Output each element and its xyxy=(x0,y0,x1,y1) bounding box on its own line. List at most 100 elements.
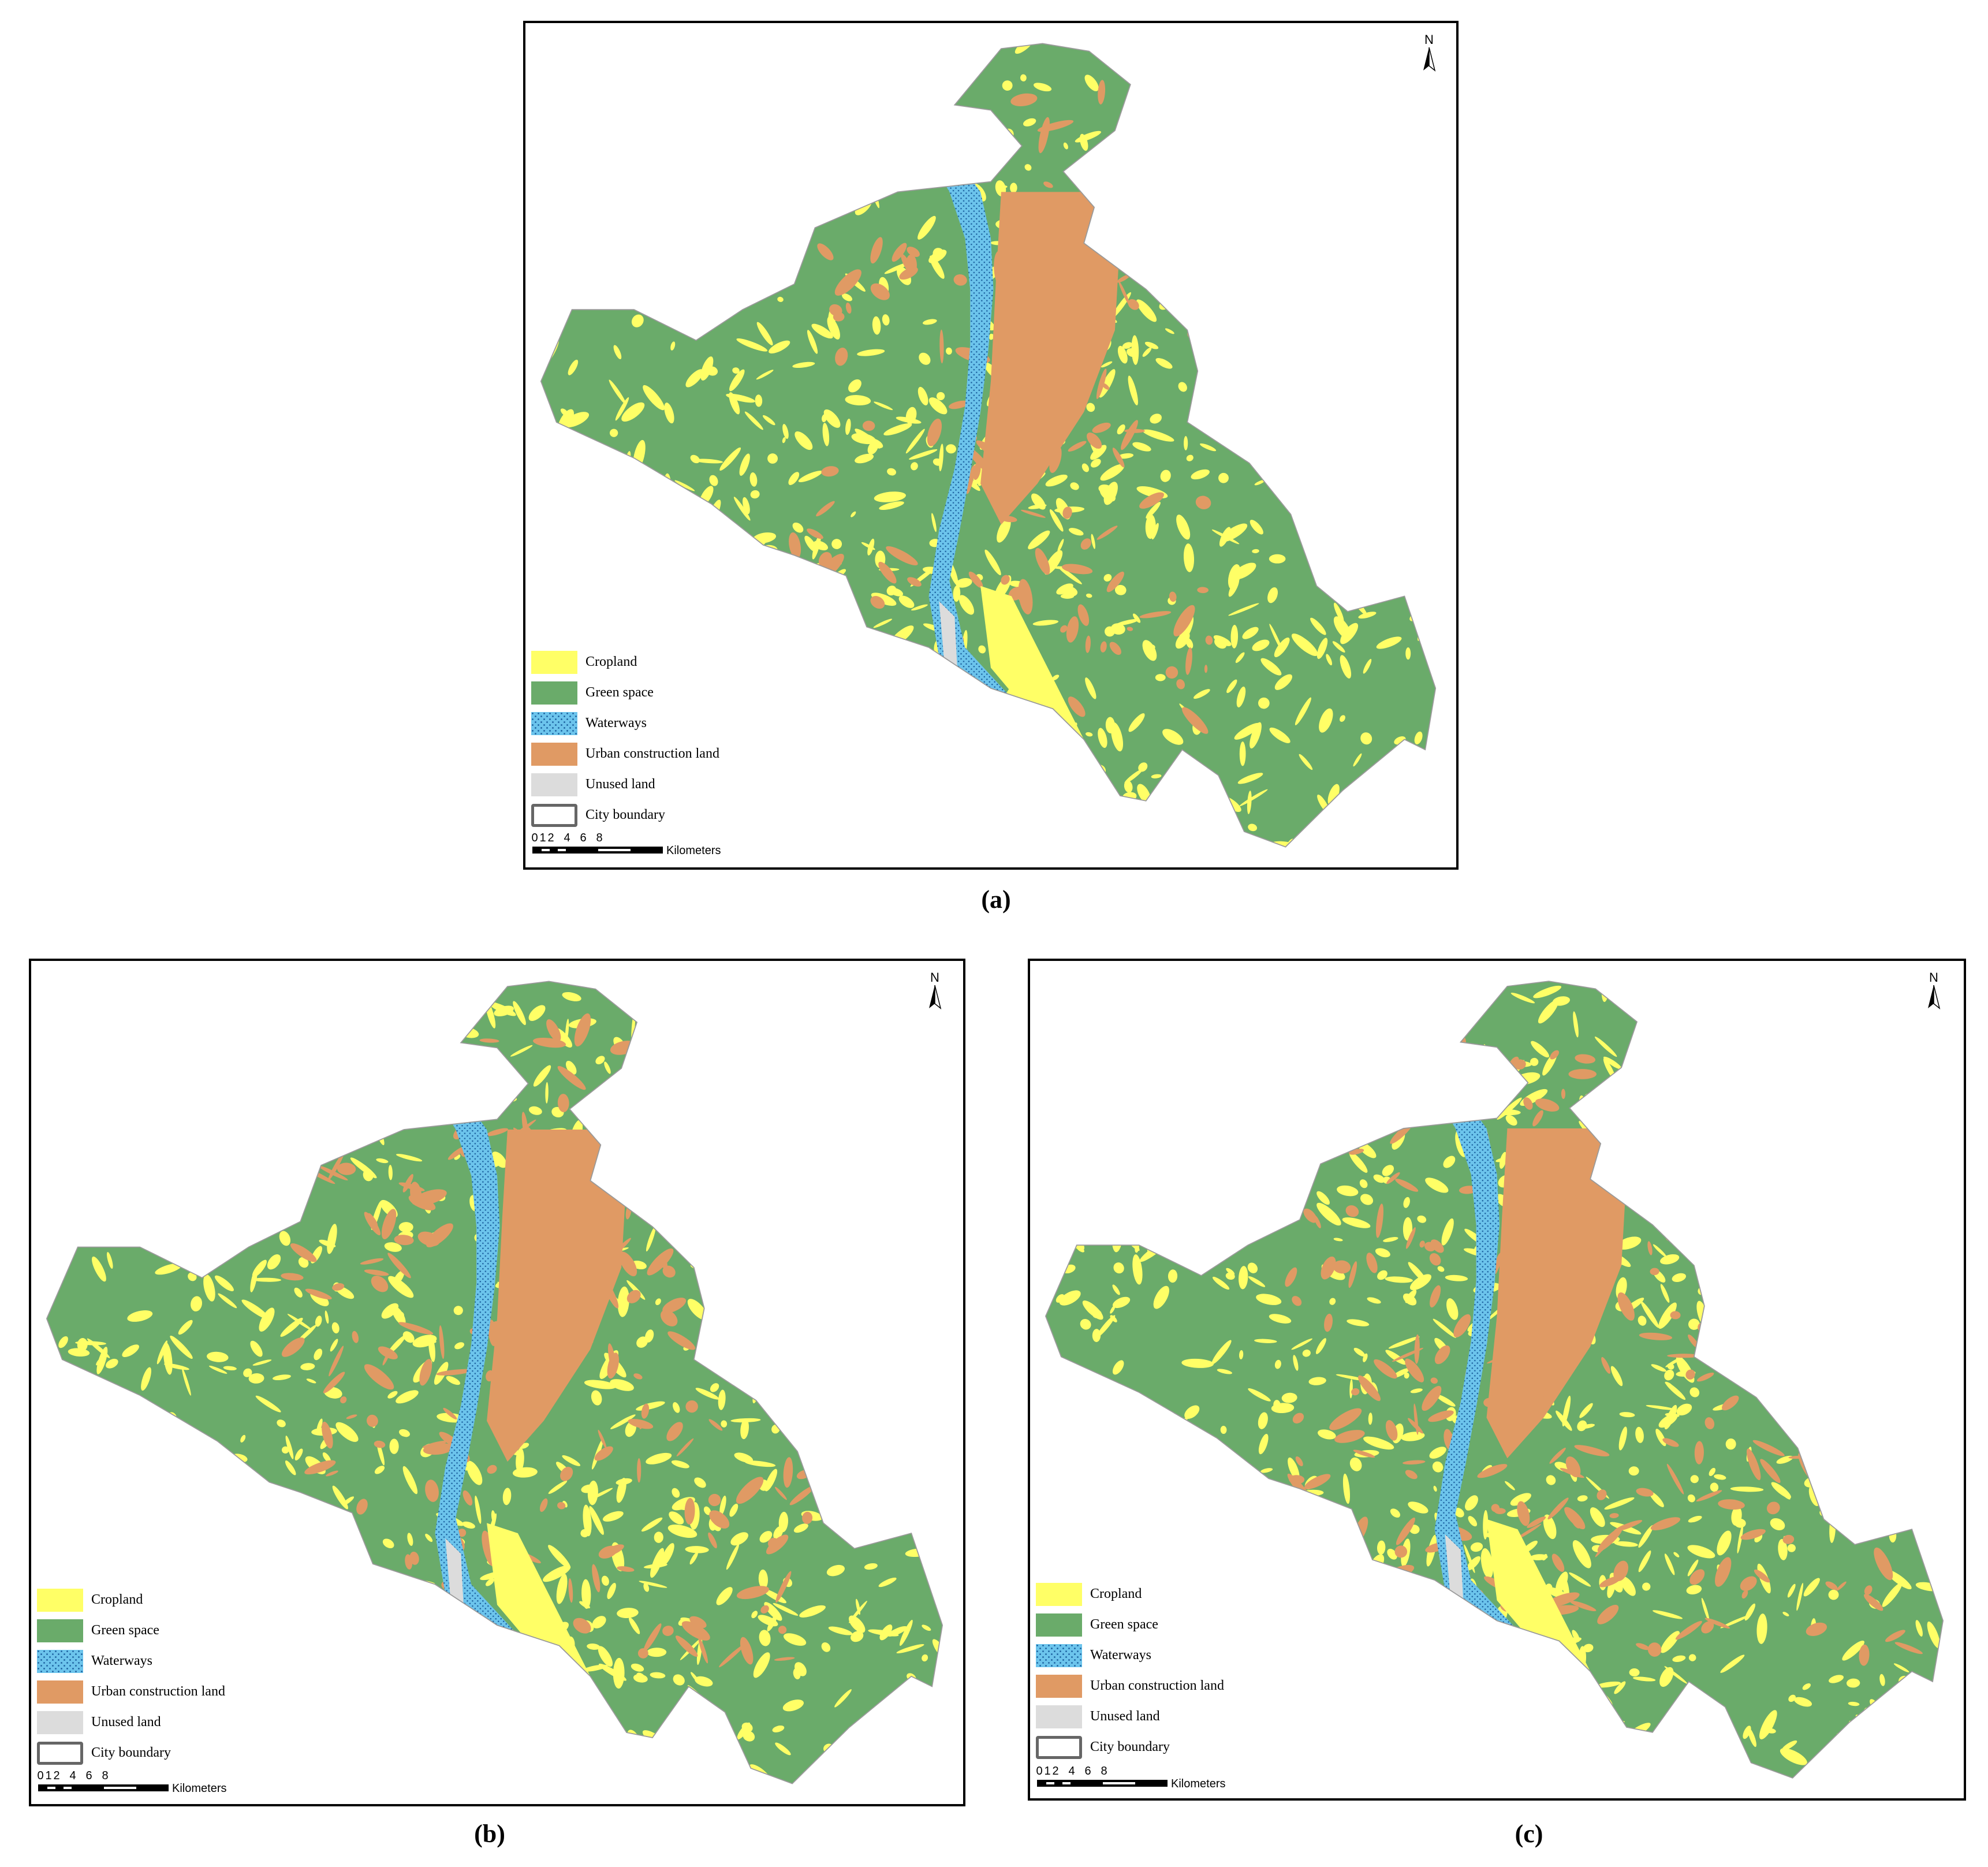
legend-label: Unused land xyxy=(585,777,655,792)
legend-item-unused: Unused land xyxy=(37,1707,225,1738)
legend-item-boundary: City boundary xyxy=(531,800,719,830)
unused-swatch xyxy=(1036,1705,1082,1728)
legend-item-waterways: Waterways xyxy=(1036,1640,1224,1671)
urban-swatch xyxy=(37,1680,83,1704)
legend-item-green-space: Green space xyxy=(37,1615,225,1646)
legend: Cropland Green space Waterways Urban con… xyxy=(531,647,719,830)
legend-item-waterways: Waterways xyxy=(531,708,719,739)
scale-tick: 2 xyxy=(1052,1765,1059,1777)
scale-tick: 1 xyxy=(539,832,546,844)
north-arrow-icon xyxy=(1928,985,1941,1009)
scale-tick: 4 xyxy=(1068,1765,1075,1777)
scale-tick: 2 xyxy=(547,832,554,844)
legend-item-cropland: Cropland xyxy=(531,647,719,677)
scale-tick: 6 xyxy=(85,1769,92,1782)
boundary-swatch xyxy=(1036,1735,1082,1759)
caption-a: (a) xyxy=(981,885,1011,914)
waterways-swatch xyxy=(531,711,577,735)
legend-label: Green space xyxy=(91,1623,159,1638)
scale-tick: 6 xyxy=(580,832,587,844)
legend-item-unused: Unused land xyxy=(1036,1701,1224,1732)
green-space-swatch xyxy=(37,1619,83,1642)
legend-label: Unused land xyxy=(1090,1709,1160,1724)
legend-item-boundary: City boundary xyxy=(1036,1732,1224,1762)
legend-item-green-space: Green space xyxy=(531,677,719,708)
legend-label: Green space xyxy=(1090,1617,1158,1632)
scale-unit: Kilometers xyxy=(172,1782,227,1795)
north-arrow-icon xyxy=(929,985,942,1009)
legend-label: Green space xyxy=(585,685,654,700)
scale-tick: 1 xyxy=(1044,1765,1051,1777)
legend-label: Urban construction land xyxy=(1090,1678,1224,1693)
caption-c: (c) xyxy=(1515,1820,1543,1848)
legend-item-cropland: Cropland xyxy=(1036,1579,1224,1609)
legend-label: Urban construction land xyxy=(91,1684,225,1699)
north-arrow: N xyxy=(1418,32,1441,75)
scale-tick: 1 xyxy=(45,1769,52,1782)
green-space-swatch xyxy=(1036,1613,1082,1637)
scale-track xyxy=(1037,1780,1168,1787)
river xyxy=(424,1063,611,1738)
scale-tick: 4 xyxy=(69,1769,76,1782)
waterways-swatch xyxy=(1036,1644,1082,1667)
north-arrow-icon xyxy=(1423,47,1436,72)
boundary-swatch xyxy=(37,1741,83,1765)
scale-tick: 8 xyxy=(102,1769,109,1782)
scale-unit: Kilometers xyxy=(1171,1777,1226,1790)
legend-item-green-space: Green space xyxy=(1036,1609,1224,1640)
scale-tick: 2 xyxy=(53,1769,60,1782)
legend: Cropland Green space Waterways Urban con… xyxy=(37,1585,225,1768)
legend-label: Waterways xyxy=(1090,1648,1152,1663)
scale-tick: 4 xyxy=(564,832,570,844)
cropland-swatch xyxy=(531,650,577,674)
waterways-swatch xyxy=(37,1649,83,1673)
legend-label: Waterways xyxy=(585,716,647,731)
land-use-map xyxy=(540,43,1437,848)
scale-tick: 0 xyxy=(1036,1765,1043,1777)
legend: Cropland Green space Waterways Urban con… xyxy=(1036,1579,1224,1762)
legend-label: Cropland xyxy=(1090,1586,1142,1601)
river xyxy=(1424,1062,1612,1732)
legend-item-cropland: Cropland xyxy=(37,1585,225,1615)
scale-tick: 0 xyxy=(531,832,538,844)
urban-swatch xyxy=(1036,1674,1082,1698)
cropland-swatch xyxy=(37,1588,83,1612)
north-label: N xyxy=(930,970,939,985)
legend-label: Cropland xyxy=(91,1592,143,1607)
legend-label: City boundary xyxy=(91,1745,171,1760)
scale-track xyxy=(532,847,663,854)
north-label: N xyxy=(1929,970,1938,985)
unused-swatch xyxy=(531,773,577,796)
map-panel-b: N Cropland Green space Waterways Urban c… xyxy=(29,959,965,1806)
cropland-swatch xyxy=(1036,1582,1082,1606)
scale-tick: 0 xyxy=(37,1769,44,1782)
unused-swatch xyxy=(37,1711,83,1734)
legend-item-waterways: Waterways xyxy=(37,1646,225,1676)
legend-item-urban: Urban construction land xyxy=(37,1676,225,1707)
north-arrow: N xyxy=(923,970,946,1013)
map-panel-c: N Cropland Green space Waterways Urban c… xyxy=(1028,959,1966,1801)
land-use-map xyxy=(1045,981,1944,1779)
scale-tick: 6 xyxy=(1084,1765,1091,1777)
legend-label: City boundary xyxy=(1090,1739,1170,1754)
legend-item-unused: Unused land xyxy=(531,769,719,800)
legend-label: Waterways xyxy=(91,1653,153,1668)
scale-tick: 8 xyxy=(1101,1765,1107,1777)
legend-label: Urban construction land xyxy=(585,746,719,761)
legend-item-boundary: City boundary xyxy=(37,1738,225,1768)
north-arrow: N xyxy=(1922,970,1945,1013)
land-use-map xyxy=(46,981,943,1784)
legend-item-urban: Urban construction land xyxy=(531,739,719,769)
map-panel-a: N Cropland Green space Waterways Urban c… xyxy=(523,21,1459,870)
caption-b: (b) xyxy=(474,1820,505,1848)
scale-tick: 8 xyxy=(596,832,603,844)
boundary-swatch xyxy=(531,803,577,827)
legend-item-urban: Urban construction land xyxy=(1036,1671,1224,1701)
north-label: N xyxy=(1424,32,1434,47)
river xyxy=(918,125,1105,801)
scale-unit: Kilometers xyxy=(666,844,721,857)
legend-label: City boundary xyxy=(585,807,665,822)
